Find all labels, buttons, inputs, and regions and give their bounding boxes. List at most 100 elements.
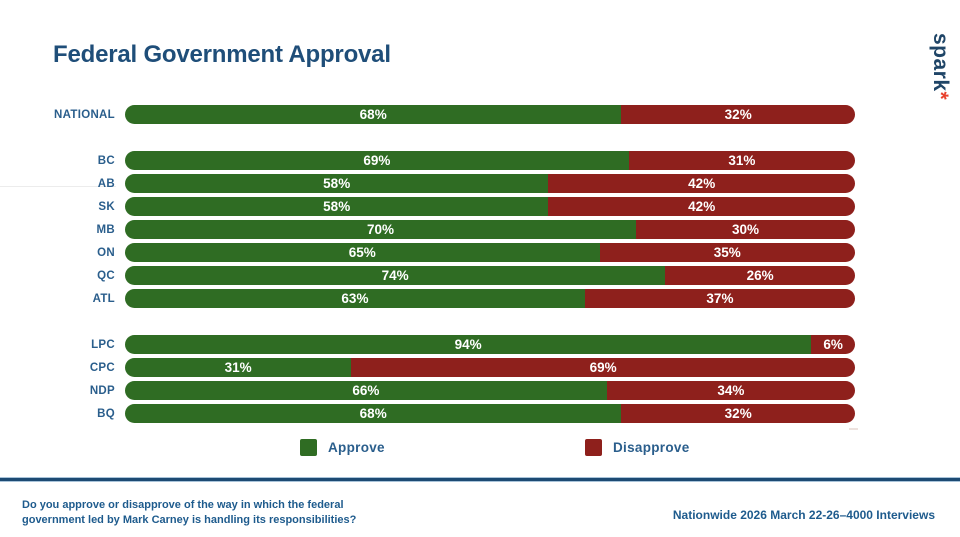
stacked-bar: 94% 6% bbox=[125, 335, 855, 354]
category-label: MB bbox=[96, 223, 115, 236]
survey-question-line2: government led by Mark Carney is handlin… bbox=[22, 513, 357, 526]
category-label: QC bbox=[97, 269, 115, 282]
segment-disapprove: 37% bbox=[584, 289, 855, 308]
survey-question-line1: Do you approve or disapprove of the way … bbox=[22, 499, 344, 511]
watermark-smudge bbox=[849, 428, 858, 430]
page-title: Federal Government Approval bbox=[53, 41, 391, 68]
segment-disapprove: 34% bbox=[606, 381, 855, 400]
segment-approve: 31% bbox=[125, 358, 352, 377]
segment-approve: 68% bbox=[125, 105, 622, 124]
legend-label: Approve bbox=[328, 440, 385, 455]
value-label: 42% bbox=[688, 176, 716, 191]
value-label: 94% bbox=[454, 337, 482, 352]
segment-disapprove: 32% bbox=[621, 105, 855, 124]
spark-logo-text: spark bbox=[929, 33, 952, 92]
chart-row-national: NATIONAL 68% 32% bbox=[20, 105, 885, 124]
value-label: 34% bbox=[717, 383, 745, 398]
chart-row-mb: MB 70% 30% bbox=[20, 220, 885, 239]
stacked-bar: 68% 32% bbox=[125, 404, 855, 423]
chart-row-atl: ATL 63% 37% bbox=[20, 289, 885, 308]
value-label: 69% bbox=[363, 153, 391, 168]
source-note: Nationwide 2026 March 22-26–4000 Intervi… bbox=[672, 508, 935, 522]
segment-approve: 69% bbox=[125, 151, 629, 170]
stacked-bar: 69% 31% bbox=[125, 151, 855, 170]
stacked-bar: 63% 37% bbox=[125, 289, 855, 308]
segment-approve: 94% bbox=[125, 335, 812, 354]
segment-disapprove: 42% bbox=[548, 174, 855, 193]
segment-disapprove: 30% bbox=[636, 220, 855, 239]
stacked-bar: 65% 35% bbox=[125, 243, 855, 262]
value-label: 58% bbox=[323, 176, 351, 191]
segment-approve: 65% bbox=[125, 243, 600, 262]
value-label: 63% bbox=[341, 291, 369, 306]
segment-disapprove: 69% bbox=[351, 358, 855, 377]
value-label: 68% bbox=[359, 107, 387, 122]
survey-question: Do you approve or disapprove of the way … bbox=[22, 498, 356, 527]
legend-label: Disapprove bbox=[613, 440, 690, 455]
chart-row-cpc: CPC 31% 69% bbox=[20, 358, 885, 377]
stacked-bar: 66% 34% bbox=[125, 381, 855, 400]
stacked-bar: 58% 42% bbox=[125, 174, 855, 193]
category-label: SK bbox=[98, 200, 115, 213]
segment-disapprove: 26% bbox=[665, 266, 855, 285]
value-label: 35% bbox=[713, 245, 741, 260]
value-label: 70% bbox=[366, 222, 395, 237]
chart-row-ndp: NDP 66% 34% bbox=[20, 381, 885, 400]
chart-row-lpc: LPC 94% 6% bbox=[20, 335, 885, 354]
segment-disapprove: 31% bbox=[628, 151, 855, 170]
legend-swatch-icon bbox=[585, 439, 602, 456]
segment-approve: 74% bbox=[125, 266, 666, 285]
category-label: AB bbox=[97, 177, 115, 190]
stacked-bar: 31% 69% bbox=[125, 358, 855, 377]
chart-row-sk: SK 58% 42% bbox=[20, 197, 885, 216]
bar-chart: NATIONAL 68% 32% BC 69% 31% AB 58% 42% SK 58% 42% MB… bbox=[20, 105, 885, 427]
spark-logo: spark* bbox=[928, 33, 952, 100]
stacked-bar: 70% 30% bbox=[125, 220, 855, 239]
chart-row-on: ON 65% 35% bbox=[20, 243, 885, 262]
value-label: 69% bbox=[589, 360, 617, 375]
stacked-bar: 68% 32% bbox=[125, 105, 855, 124]
value-label: 6% bbox=[823, 337, 843, 352]
value-label: 68% bbox=[359, 406, 387, 421]
segment-approve: 70% bbox=[125, 220, 636, 239]
value-label: 65% bbox=[348, 245, 376, 260]
faint-gridline bbox=[0, 186, 116, 187]
value-label: 26% bbox=[746, 268, 774, 283]
spark-logo-asterisk-icon: * bbox=[929, 91, 952, 101]
value-label: 37% bbox=[706, 291, 734, 306]
category-label: ON bbox=[97, 246, 115, 259]
segment-approve: 68% bbox=[125, 404, 622, 423]
stacked-bar: 74% 26% bbox=[125, 266, 855, 285]
category-label: BC bbox=[97, 154, 115, 167]
category-label: LPC bbox=[91, 338, 115, 351]
legend-swatch-icon bbox=[300, 439, 317, 456]
chart-row-bc: BC 69% 31% bbox=[20, 151, 885, 170]
value-label: 74% bbox=[381, 268, 409, 283]
footer-divider bbox=[0, 477, 960, 482]
legend-item-approve: Approve bbox=[300, 439, 385, 456]
value-label: 66% bbox=[352, 383, 380, 398]
segment-disapprove: 42% bbox=[548, 197, 855, 216]
segment-approve: 58% bbox=[125, 197, 549, 216]
value-label: 58% bbox=[323, 199, 351, 214]
segment-disapprove: 32% bbox=[621, 404, 855, 423]
value-label: 32% bbox=[724, 107, 752, 122]
category-label: BQ bbox=[97, 407, 115, 420]
segment-approve: 63% bbox=[125, 289, 585, 308]
chart-row-qc: QC 74% 26% bbox=[20, 266, 885, 285]
value-label: 32% bbox=[724, 406, 752, 421]
segment-approve: 66% bbox=[125, 381, 607, 400]
value-label: 42% bbox=[688, 199, 716, 214]
segment-disapprove: 35% bbox=[599, 243, 855, 262]
segment-disapprove: 6% bbox=[811, 335, 855, 354]
legend-item-disapprove: Disapprove bbox=[585, 439, 690, 456]
value-label: 31% bbox=[224, 360, 252, 375]
legend: Approve Disapprove bbox=[0, 439, 960, 459]
value-label: 30% bbox=[731, 222, 760, 237]
category-label: NATIONAL bbox=[54, 108, 115, 121]
value-label: 31% bbox=[728, 153, 756, 168]
category-label: CPC bbox=[89, 361, 115, 374]
chart-row-bq: BQ 68% 32% bbox=[20, 404, 885, 423]
segment-approve: 58% bbox=[125, 174, 549, 193]
